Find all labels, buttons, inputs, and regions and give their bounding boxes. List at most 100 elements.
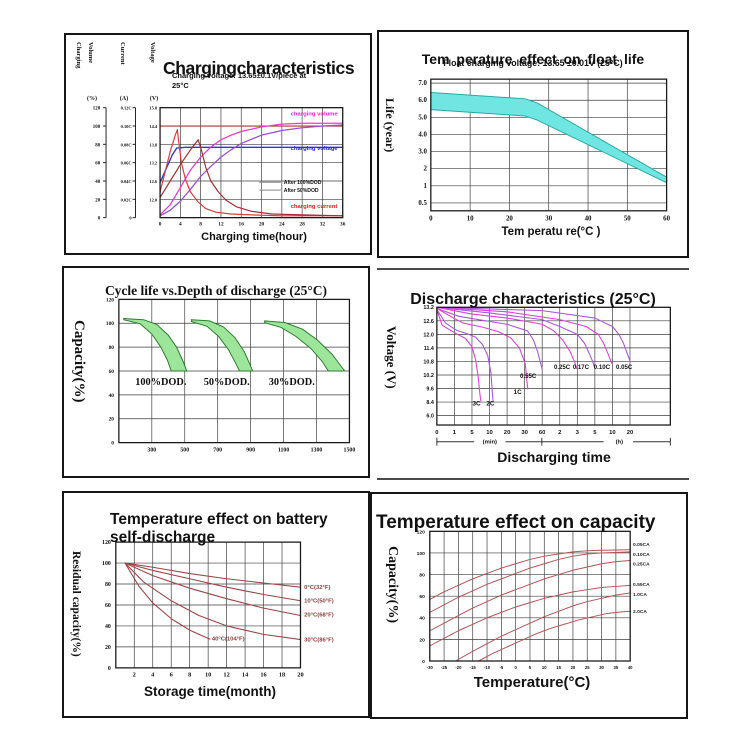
svg-text:10: 10 [486, 430, 493, 436]
svg-text:16: 16 [239, 222, 245, 228]
svg-text:14: 14 [242, 672, 249, 679]
svg-text:6: 6 [170, 672, 173, 679]
x-axis-label: Charging time(hour) [201, 231, 307, 243]
svg-text:20: 20 [109, 417, 115, 423]
svg-text:20: 20 [419, 637, 425, 643]
svg-text:20: 20 [506, 216, 513, 223]
svg-text:12.0: 12.0 [149, 197, 158, 202]
svg-text:24: 24 [279, 222, 285, 228]
svg-text:3C: 3C [472, 400, 481, 407]
svg-text:80: 80 [419, 573, 425, 579]
svg-text:30: 30 [545, 216, 552, 223]
chart-title: Temperature effect on battery self-disch… [110, 510, 328, 546]
svg-text:15.0: 15.0 [149, 106, 158, 111]
svg-text:20: 20 [627, 430, 634, 436]
svg-text:20°C(68°F): 20°C(68°F) [304, 612, 334, 618]
svg-text:11.4: 11.4 [424, 346, 434, 352]
unit-percent: (%) [87, 96, 97, 102]
svg-text:10.8: 10.8 [423, 359, 433, 365]
svg-text:0.12C: 0.12C [121, 106, 132, 111]
svg-text:2.0CA: 2.0CA [633, 609, 647, 615]
svg-text:0: 0 [429, 216, 433, 223]
svg-text:500: 500 [180, 447, 189, 453]
svg-text:30: 30 [521, 430, 528, 436]
svg-text:2: 2 [423, 166, 427, 173]
svg-text:10°C(50°F): 10°C(50°F) [304, 599, 334, 605]
svg-text:40: 40 [109, 393, 115, 399]
x-axis-label: Tem peratu re(°C ) [501, 226, 601, 238]
y-axis-name-charging: Charging [75, 42, 82, 69]
svg-text:5: 5 [529, 665, 532, 670]
unit-volt: (V) [149, 96, 159, 102]
svg-text:0: 0 [129, 216, 132, 221]
svg-text:20: 20 [105, 645, 111, 651]
svg-text:-20: -20 [455, 665, 462, 670]
svg-text:35: 35 [614, 665, 619, 670]
svg-text:(min): (min) [483, 440, 497, 446]
svg-text:12: 12 [223, 672, 229, 679]
svg-text:4: 4 [179, 222, 182, 228]
svg-text:120: 120 [93, 107, 101, 112]
svg-text:-5: -5 [499, 665, 503, 670]
svg-text:20: 20 [95, 198, 100, 203]
svg-text:0: 0 [108, 666, 111, 672]
svg-text:900: 900 [246, 447, 255, 453]
svg-text:0.25C: 0.25C [554, 364, 571, 371]
svg-text:100: 100 [417, 551, 425, 557]
y-axis-name-volume: Volume [87, 42, 94, 64]
float-life-chart: 0 10 20 30 40 50 60 7.0 6.0 5.0 4.0 3.0 2 1 0.5 [418, 78, 671, 223]
svg-text:9.6: 9.6 [426, 386, 433, 392]
panel-charging-characteristics: 0 4 8 12 16 20 24 28 32 36 120 100 80 60 40 20 0 0.12C 0.1… [64, 33, 372, 255]
svg-text:20: 20 [297, 672, 303, 679]
svg-text:14.4: 14.4 [149, 124, 158, 129]
svg-text:0.5: 0.5 [418, 200, 427, 207]
panel-self-discharge: 2 4 6 8 10 12 14 16 18 20 120 100 80 60 40 20 0 0°C(32°F)… [62, 491, 370, 718]
y-axis-label: Life (year) [383, 98, 397, 153]
svg-text:50%DOD.: 50%DOD. [204, 377, 250, 388]
svg-text:4: 4 [151, 672, 155, 679]
svg-text:0.17C: 0.17C [573, 364, 590, 371]
svg-text:60: 60 [419, 594, 425, 600]
svg-text:6.0: 6.0 [418, 97, 427, 104]
svg-text:60: 60 [109, 369, 115, 375]
svg-text:40: 40 [419, 616, 425, 622]
y-axis-name-voltage: Voltage [149, 42, 156, 63]
svg-text:28: 28 [299, 222, 305, 228]
y-axis-label: Capacity(%) [71, 320, 87, 403]
svg-text:5: 5 [593, 430, 597, 436]
svg-text:40: 40 [105, 624, 111, 630]
svg-text:60: 60 [105, 603, 111, 609]
svg-text:8: 8 [199, 222, 202, 228]
svg-text:2C: 2C [486, 400, 495, 407]
svg-text:12.6: 12.6 [423, 319, 433, 325]
svg-text:8: 8 [188, 672, 191, 679]
svg-text:0.55CA: 0.55CA [633, 582, 650, 588]
svg-text:0: 0 [422, 659, 425, 665]
panel-float-life: 0 10 20 30 40 50 60 7.0 6.0 5.0 4.0 3.0 2 1 0.5 Tem pe… [377, 30, 689, 258]
svg-text:0: 0 [111, 441, 114, 447]
svg-text:4.0: 4.0 [418, 131, 427, 138]
y-axis-label: Residual capacity(%) [70, 551, 82, 657]
svg-text:0: 0 [98, 217, 101, 222]
svg-text:18: 18 [279, 672, 285, 679]
svg-text:0.10CA: 0.10CA [633, 552, 650, 558]
svg-text:100: 100 [106, 321, 114, 327]
svg-text:0.06C: 0.06C [121, 161, 132, 166]
svg-text:30°C(86°F): 30°C(86°F) [304, 638, 334, 644]
chart-title: Chargingcharacteristics [163, 57, 355, 78]
y-axis-label: Voltage (V) [384, 326, 399, 389]
svg-text:120: 120 [102, 540, 111, 546]
svg-text:0°C(32°F): 0°C(32°F) [304, 585, 330, 591]
svg-text:120: 120 [417, 529, 425, 535]
svg-text:2: 2 [558, 430, 562, 436]
svg-text:1: 1 [453, 430, 457, 436]
svg-text:6.0: 6.0 [426, 414, 433, 420]
svg-text:7.0: 7.0 [418, 80, 427, 87]
svg-text:60: 60 [539, 430, 546, 436]
svg-text:1300: 1300 [311, 447, 323, 453]
svg-text:80: 80 [109, 345, 115, 351]
svg-text:80: 80 [95, 143, 100, 148]
svg-text:0.08C: 0.08C [121, 142, 132, 147]
svg-text:60: 60 [95, 162, 100, 167]
svg-text:13.8: 13.8 [149, 142, 158, 147]
